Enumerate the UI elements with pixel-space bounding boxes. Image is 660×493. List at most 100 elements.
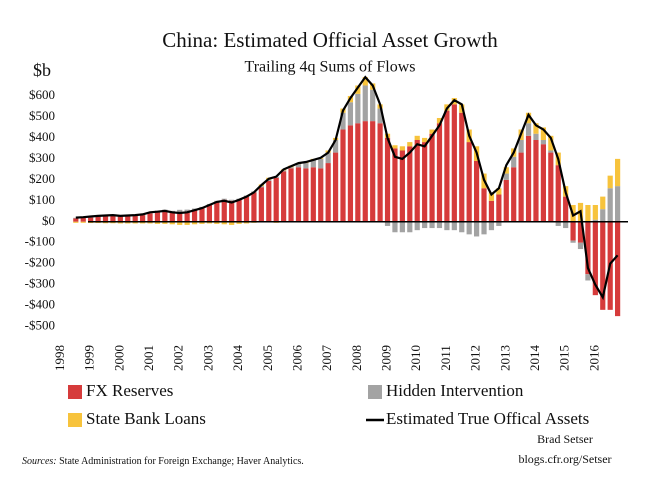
- bar-segment: [140, 221, 146, 224]
- bar-segment: [607, 188, 613, 222]
- bar-segment: [251, 192, 257, 222]
- x-tick-label: 2010: [408, 345, 423, 371]
- bar-segment: [533, 140, 539, 222]
- bar-segment: [525, 135, 532, 222]
- bar-segment: [162, 221, 168, 224]
- x-tick-label: 2001: [141, 345, 156, 371]
- bar-segment: [503, 173, 509, 180]
- x-tick-label: 2003: [200, 345, 215, 371]
- bar-segment: [429, 129, 435, 134]
- bar-segment: [288, 167, 294, 169]
- bar-segment: [615, 158, 621, 187]
- bar-segment: [199, 208, 205, 222]
- sources-text: State Administration for Foreign Exchang…: [59, 456, 304, 467]
- bar-segment: [451, 221, 457, 231]
- bar-segment: [214, 201, 220, 222]
- bar-segment: [117, 221, 123, 224]
- x-tick-label: 2012: [468, 345, 483, 371]
- bar-segment: [221, 198, 227, 200]
- y-tick-label: $200: [29, 171, 55, 186]
- bar-segment: [221, 199, 227, 222]
- bar-segment: [384, 137, 391, 222]
- bar-segment: [154, 212, 161, 222]
- bar-segment: [236, 221, 242, 224]
- bar-segment: [243, 221, 250, 224]
- y-tick-label: $300: [29, 150, 55, 165]
- bar-segment: [229, 200, 235, 222]
- bar-segment: [585, 221, 591, 275]
- bar-segment: [407, 146, 413, 222]
- bar-segment: [132, 215, 138, 222]
- bar-segment: [295, 164, 302, 168]
- bar-segment: [281, 170, 287, 172]
- bar-segment: [310, 167, 316, 222]
- site: blogs.cfr.org/Setser: [518, 452, 611, 466]
- bar-segment: [511, 156, 517, 168]
- bar-segment: [191, 221, 198, 225]
- x-tick-label: 2000: [111, 345, 126, 371]
- bar-segment: [303, 168, 309, 222]
- bar-segment: [503, 179, 509, 222]
- bar-segment: [518, 152, 524, 222]
- legend-swatch: [68, 413, 82, 427]
- x-tick-label: 2004: [230, 345, 245, 372]
- bar-segment: [88, 217, 94, 222]
- bar-segment: [615, 221, 621, 317]
- bar-segment: [229, 199, 235, 201]
- bar-segment: [206, 205, 213, 222]
- bar-segment: [110, 215, 116, 222]
- chart-title: China: Estimated Official Asset Growth: [162, 28, 498, 52]
- x-tick-label: 2014: [527, 345, 542, 372]
- y-tick-label: $400: [29, 129, 55, 144]
- x-tick-label: 2002: [171, 345, 186, 371]
- bar-segment: [466, 221, 472, 235]
- y-tick-label: -$100: [25, 234, 55, 249]
- bar-segment: [600, 196, 606, 210]
- bar-segment: [102, 216, 109, 222]
- bar-segment: [422, 142, 428, 222]
- bar-segment: [132, 221, 138, 224]
- bar-segment: [422, 137, 428, 143]
- bar-segment: [540, 127, 546, 140]
- bar-segment: [384, 221, 391, 226]
- bar-segment: [585, 274, 591, 281]
- bar-segment: [496, 194, 502, 222]
- bar-segment: [392, 145, 398, 149]
- line-series: [75, 75, 619, 301]
- bar-segment: [451, 104, 457, 222]
- bar-segment: [340, 129, 346, 222]
- bar-segment: [570, 240, 576, 243]
- bar-segment: [496, 221, 502, 226]
- bar-segment: [266, 179, 272, 181]
- x-tick-label: 2005: [260, 345, 275, 371]
- bar-segment: [73, 218, 79, 222]
- bar-segment: [444, 221, 450, 231]
- bar-segment: [615, 186, 621, 222]
- y-tick-label: $500: [29, 108, 55, 123]
- bar-segment: [600, 221, 606, 310]
- x-tick-label: 1998: [52, 345, 67, 371]
- bar-segment: [429, 133, 435, 222]
- legend-swatch: [68, 385, 82, 399]
- bar-segment: [325, 152, 331, 164]
- bar-segment: [303, 163, 309, 169]
- bar-segment: [511, 167, 517, 222]
- bar-segment: [243, 196, 250, 222]
- bar-segment: [399, 150, 405, 222]
- bar-segment: [184, 221, 190, 225]
- bar-segment: [488, 192, 495, 201]
- bar-segment: [459, 221, 465, 233]
- chart-subtitle: Trailing 4q Sums of Flows: [245, 59, 416, 76]
- bar-segment: [117, 216, 123, 222]
- bar-segment: [169, 221, 175, 225]
- bar-segment: [229, 221, 235, 225]
- bar-segment: [585, 205, 591, 222]
- bar-segment: [533, 133, 539, 140]
- bar-segment: [473, 221, 480, 237]
- bar-segment: [600, 209, 606, 222]
- y-tick-label: $100: [29, 192, 55, 207]
- x-tick-label: 2011: [438, 345, 453, 371]
- bar-segment: [206, 221, 213, 224]
- bar-segment: [540, 140, 546, 145]
